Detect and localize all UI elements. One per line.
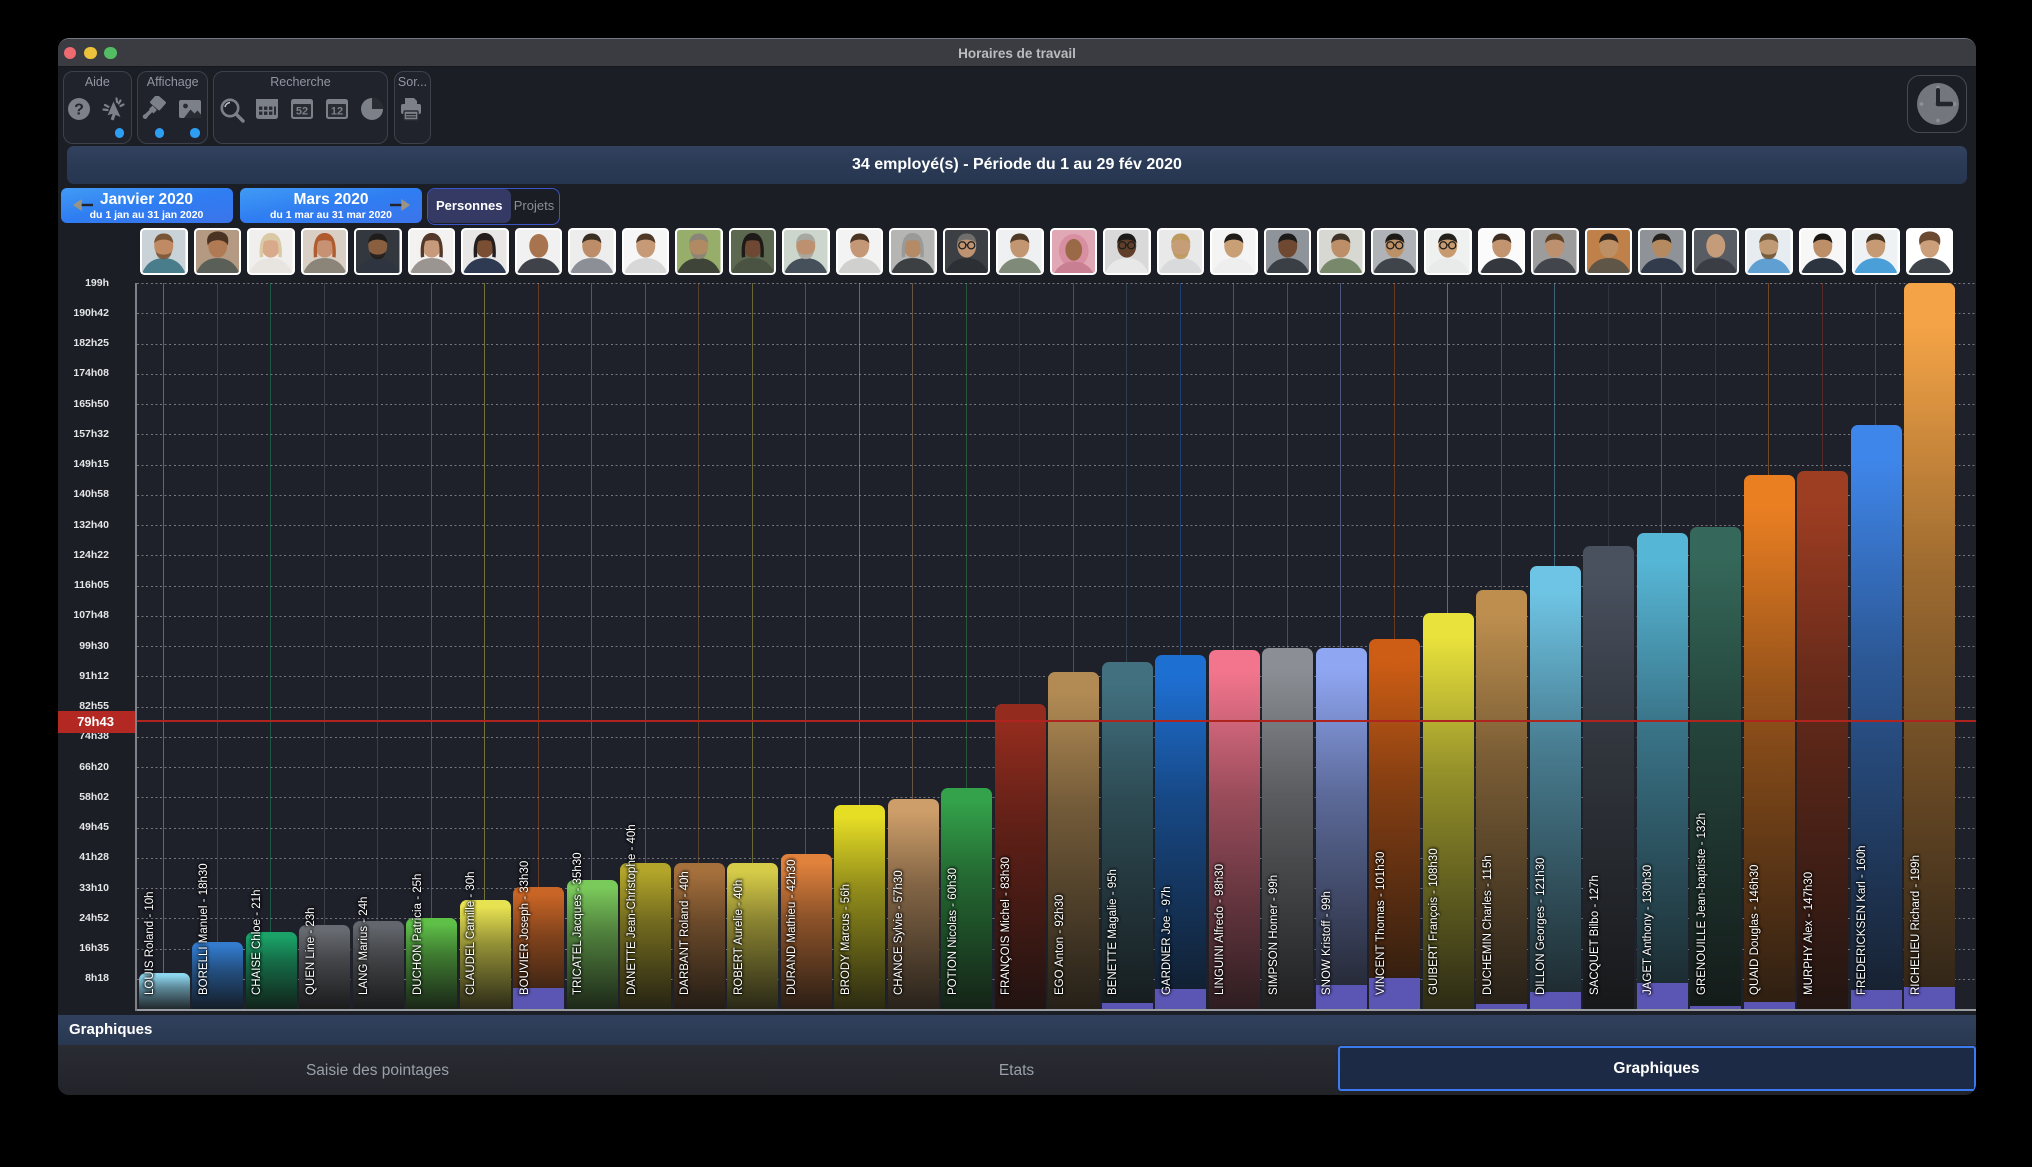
svg-text:52: 52 [296, 106, 308, 118]
svg-text:12: 12 [331, 106, 343, 118]
svg-text:?: ? [74, 102, 84, 119]
